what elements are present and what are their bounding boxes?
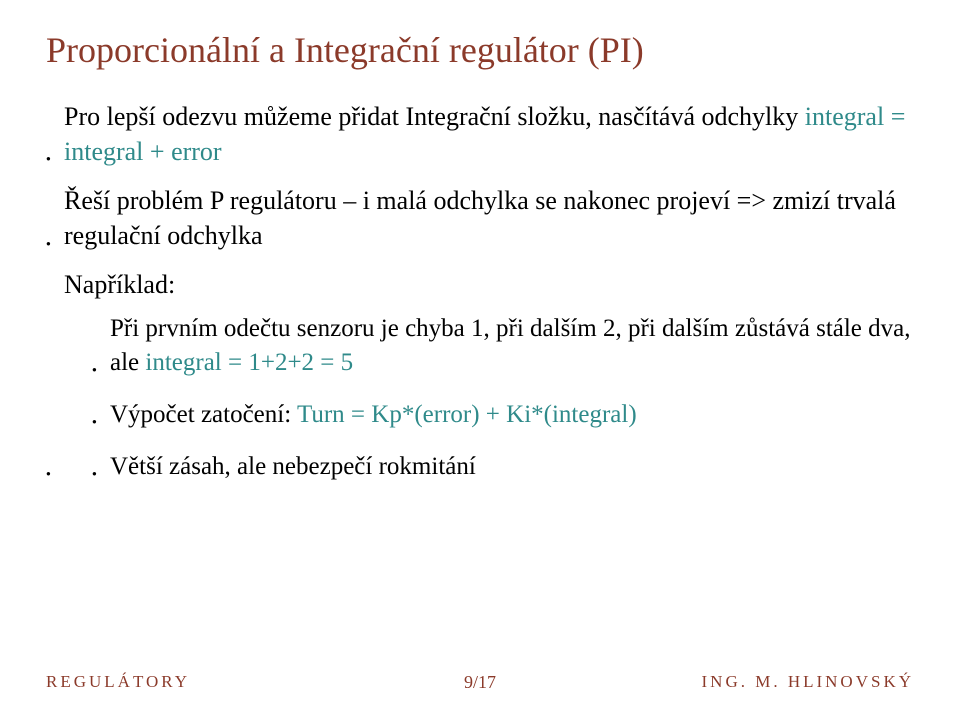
body-text: Výpočet zatočení: [110,401,297,428]
accent-text: integral = 1+2+2 = 5 [145,349,353,376]
bullet-list: Pro lepší odezvu můžeme přidat Integračn… [46,99,914,483]
list-item: Například: Při prvním odečtu senzoru je c… [46,267,914,483]
footer: REGULÁTORY 9/17 ING. M. HLINOVSKÝ [0,668,960,696]
footer-right: ING. M. HLINOVSKÝ [702,672,915,692]
body-text: Řeší problém P regulátoru – i malá odchy… [64,186,896,250]
list-item: Výpočet zatočení: Turn = Kp*(error) + Ki… [92,398,914,432]
list-item: Větší zásah, ale nebezpečí rokmitání [92,450,914,484]
list-item: Při prvním odečtu senzoru je chyba 1, př… [92,312,914,380]
footer-left: REGULÁTORY [46,672,190,692]
footer-center: 9/17 [464,672,496,693]
body-text: Například: [64,270,175,299]
sub-list: Při prvním odečtu senzoru je chyba 1, př… [64,312,914,483]
list-item: Pro lepší odezvu můžeme přidat Integračn… [46,99,914,169]
list-item: Řeší problém P regulátoru – i malá odchy… [46,183,914,253]
body-text: Pro lepší odezvu můžeme přidat Integračn… [64,102,805,131]
accent-text: Turn = Kp*(error) + Ki*(integral) [297,401,637,428]
page-title: Proporcionální a Integrační regulátor (P… [46,28,914,73]
slide: Proporcionální a Integrační regulátor (P… [0,0,960,712]
body-text: Větší zásah, ale nebezpečí rokmitání [110,453,476,480]
